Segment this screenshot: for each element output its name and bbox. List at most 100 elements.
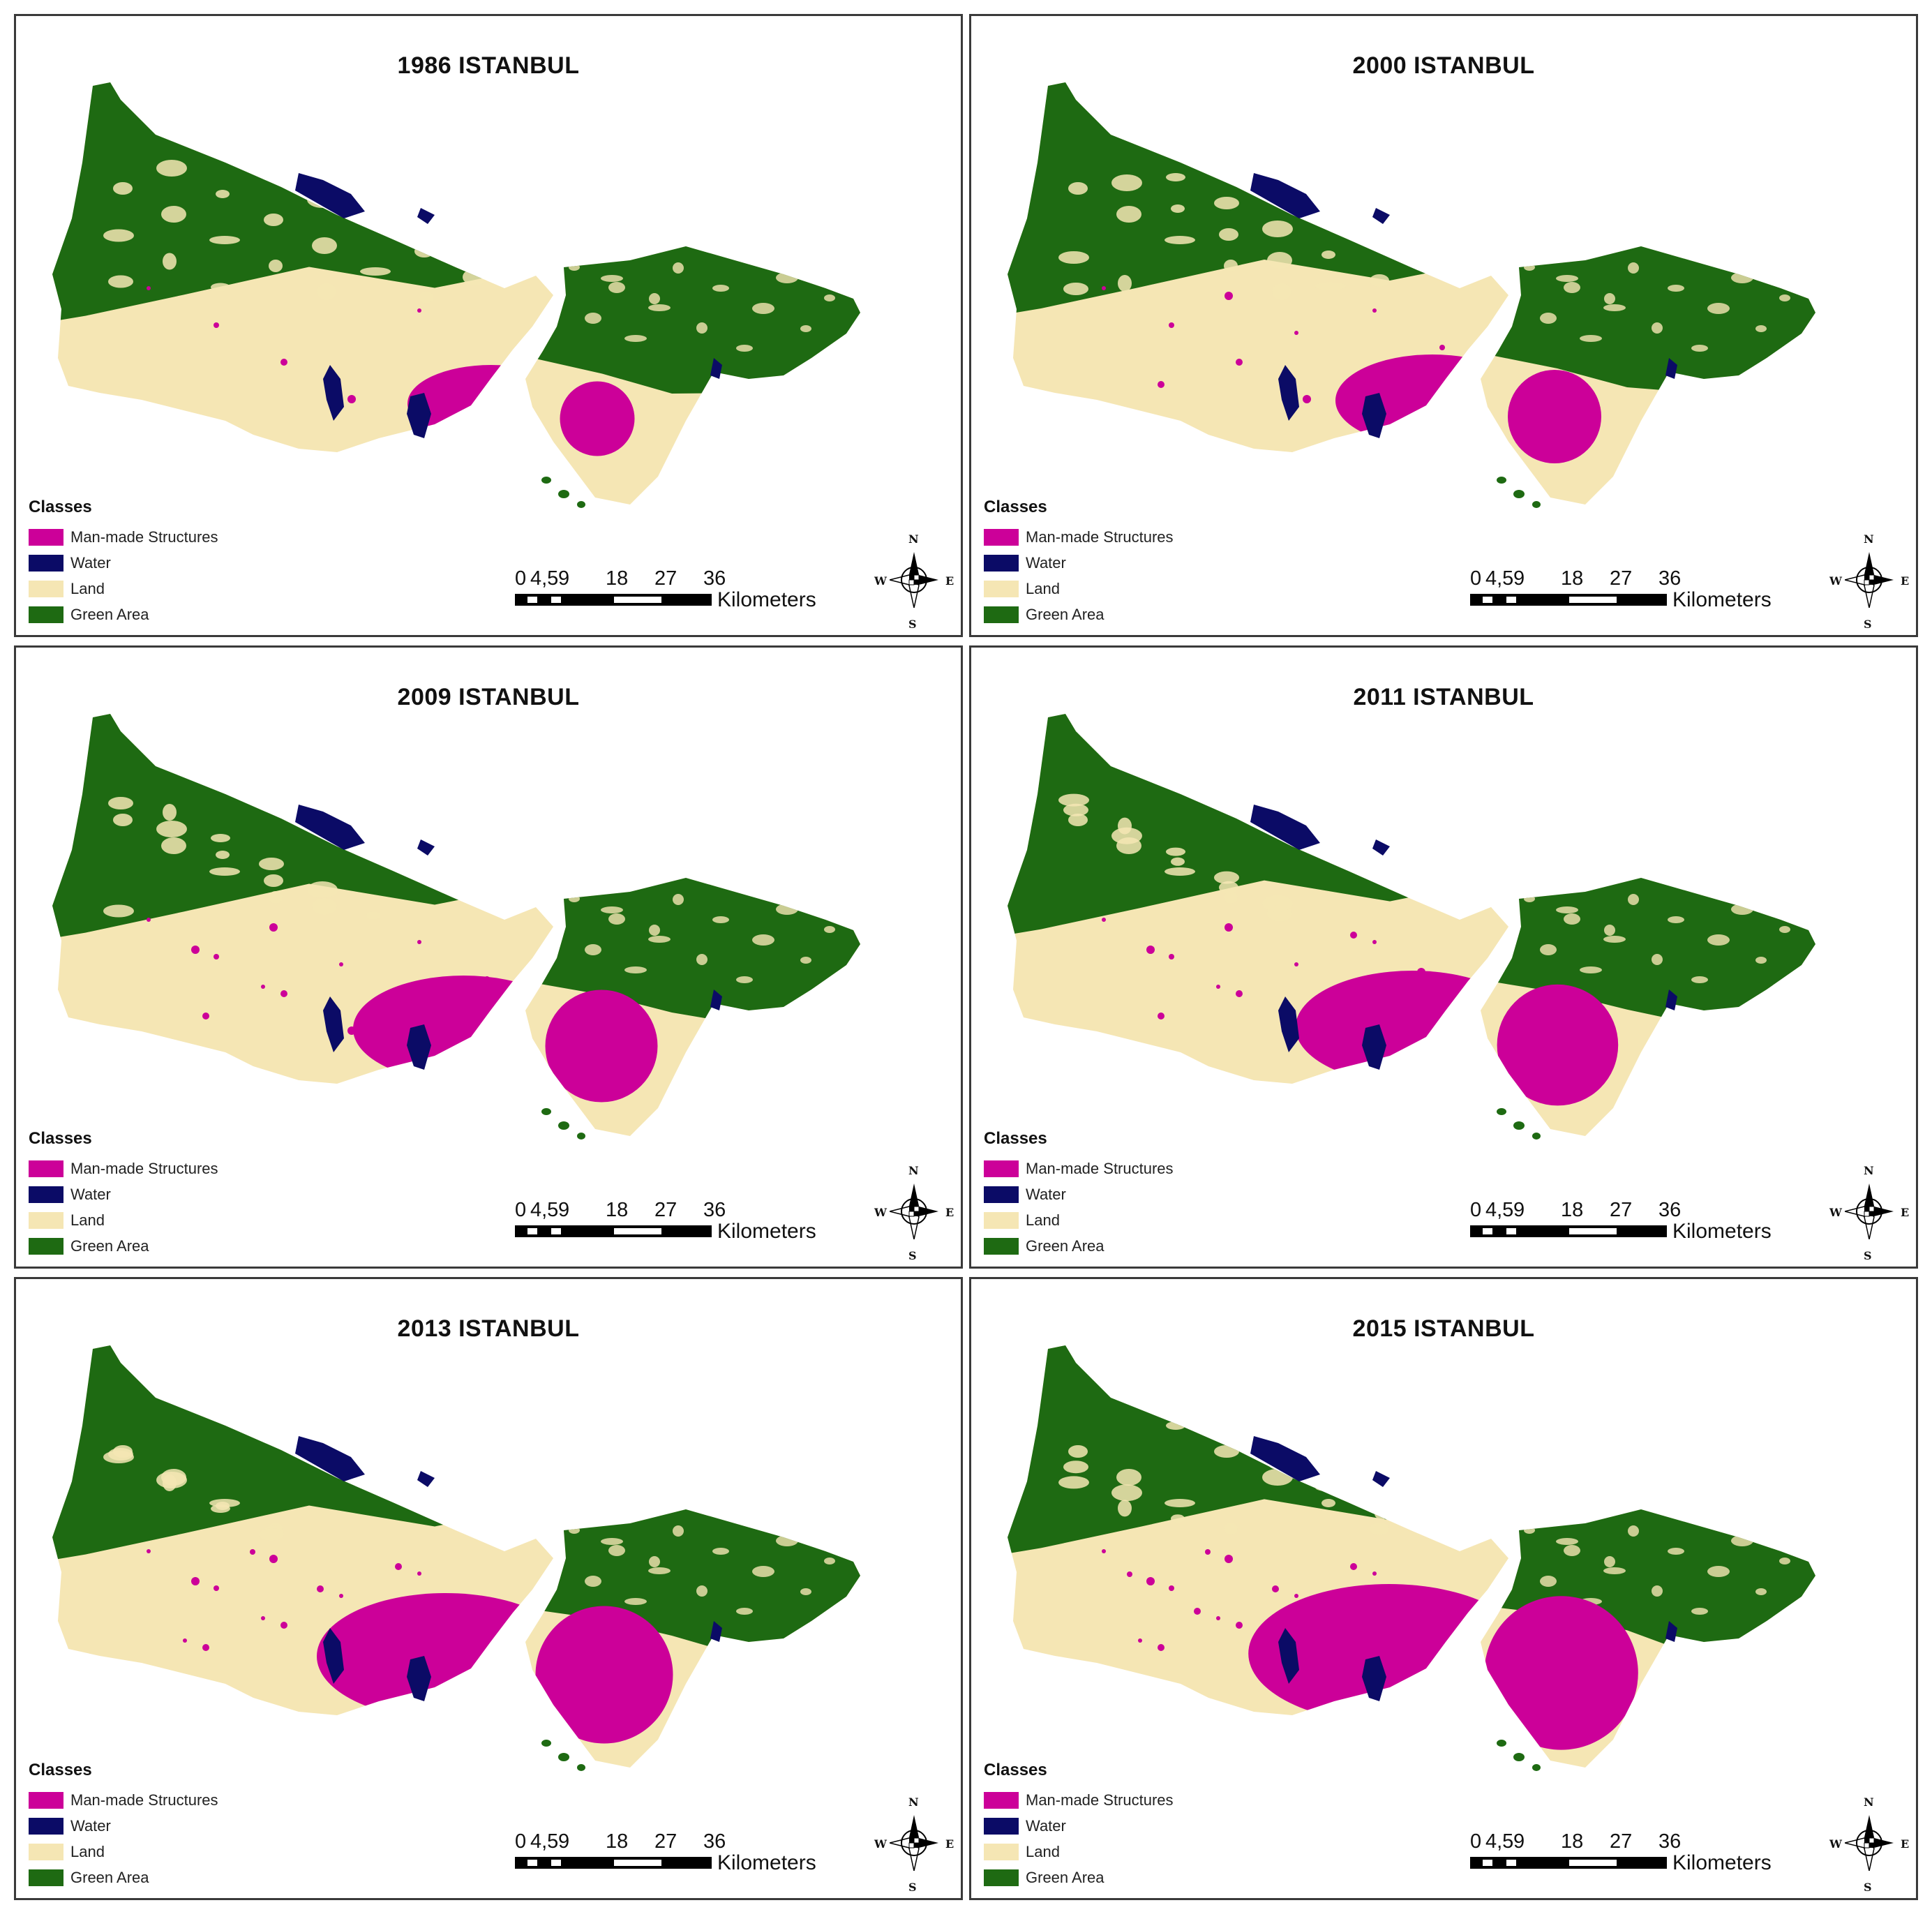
legend-swatch <box>29 606 63 623</box>
istanbul-land-cover-map <box>1008 1345 1815 1771</box>
anatolian-side <box>1481 1509 1815 1768</box>
scale-tick-label: 18 <box>1561 1830 1584 1853</box>
legend-item: Land <box>984 1207 1174 1233</box>
legend-label: Green Area <box>70 1237 149 1255</box>
islands <box>541 477 585 508</box>
scale-tick-label: 27 <box>654 567 677 590</box>
legend-item: Land <box>29 1839 218 1865</box>
scale-tick-label: 0 <box>515 567 527 590</box>
compass-north-label: N <box>908 1164 919 1177</box>
istanbul-land-cover-map <box>52 714 860 1140</box>
compass-south-label: S <box>908 618 917 631</box>
legend-label: Land <box>1026 1842 1060 1860</box>
compass-west-label: W <box>874 574 887 588</box>
compass: N S W E <box>1824 1164 1915 1265</box>
compass-north-label: N <box>1864 1795 1874 1809</box>
legend-label: Man-made Structures <box>1026 1159 1174 1177</box>
compass: N S W E <box>869 532 959 634</box>
scale-tick-label: 18 <box>606 567 629 590</box>
map-title: 2000 ISTANBUL <box>1352 52 1535 79</box>
islands <box>541 1740 585 1771</box>
legend: Classes Man-made Structures Water Land Green… <box>29 1129 218 1259</box>
north-arrow-icon <box>1845 1815 1894 1871</box>
scale-tick-label: 4,5 <box>1485 1830 1514 1853</box>
scale-bar: 0 4,5 9 18 27 36 Kilometers <box>515 567 850 616</box>
water-bodies <box>1250 1436 1677 1701</box>
scale-tick-label: 36 <box>1658 1199 1682 1221</box>
scale-bar: 0 4,5 9 18 27 36 Kilometers <box>1470 1830 1805 1879</box>
scale-tick-label: 4,5 <box>1485 567 1514 590</box>
compass-west-label: W <box>874 1206 887 1219</box>
scale-tick-label: 27 <box>1610 1830 1633 1853</box>
islands <box>1497 477 1541 508</box>
legend-label: Man-made Structures <box>70 1791 218 1809</box>
scale-tick-label: 0 <box>1470 1199 1482 1221</box>
map-title: 2009 ISTANBUL <box>397 684 580 710</box>
legend-swatch <box>29 580 63 597</box>
compass: N S W E <box>869 1795 959 1897</box>
scale-bar: 0 4,5 9 18 27 36 Kilometers <box>1470 1199 1805 1248</box>
legend-label: Land <box>1026 1211 1060 1229</box>
scale-tick-label: 0 <box>1470 1830 1482 1853</box>
legend-label: Water <box>1026 553 1066 572</box>
compass-east-label: E <box>1901 1837 1910 1851</box>
legend-label: Green Area <box>1026 1868 1104 1886</box>
compass-north-label: N <box>1864 532 1874 546</box>
scale-unit-label: Kilometers <box>717 1220 816 1243</box>
compass-east-label: E <box>945 1206 954 1219</box>
legend-item: Land <box>29 576 218 602</box>
istanbul-land-cover-map <box>52 82 860 508</box>
legend-swatch <box>984 1791 1019 1809</box>
european-side <box>1008 82 1508 452</box>
scale-bar: 0 4,5 9 18 27 36 Kilometers <box>1470 567 1805 616</box>
legend-item: Green Area <box>984 1865 1174 1890</box>
legend-label: Man-made Structures <box>1026 1791 1174 1809</box>
map-panel: 2015 ISTANBUL Classes Man-made Structures W… <box>969 1277 1918 1900</box>
compass-south-label: S <box>1864 618 1872 631</box>
legend-swatch <box>984 1817 1019 1835</box>
legend-title: Classes <box>984 1761 1047 1779</box>
north-arrow-icon <box>890 1815 938 1871</box>
legend-swatch <box>984 528 1019 546</box>
anatolian-side <box>1481 878 1815 1136</box>
water-bodies <box>1250 805 1677 1070</box>
compass-west-label: W <box>874 1837 887 1851</box>
scale-tick-label: 18 <box>1561 1199 1584 1221</box>
scale-unit-label: Kilometers <box>1672 1851 1772 1874</box>
scale-tick-label: 27 <box>654 1830 677 1853</box>
scale-tick-label: 4,5 <box>530 567 559 590</box>
map-title: 1986 ISTANBUL <box>397 52 580 79</box>
legend-swatch <box>984 606 1019 623</box>
scale-unit-label: Kilometers <box>717 588 816 611</box>
north-arrow-icon <box>1845 552 1894 608</box>
istanbul-land-cover-map <box>1008 82 1815 508</box>
scale-tick-label: 9 <box>1513 567 1525 590</box>
legend-swatch <box>29 1186 63 1203</box>
water-bodies <box>295 173 722 438</box>
legend-swatch <box>984 1869 1019 1886</box>
legend-item: Green Area <box>984 602 1174 627</box>
legend-label: Man-made Structures <box>1026 528 1174 546</box>
map-panel: 2000 ISTANBUL Classes Man-made Structures W… <box>969 14 1918 637</box>
scale-tick-label: 36 <box>703 1830 726 1853</box>
north-arrow-icon <box>1845 1183 1894 1239</box>
legend-label: Land <box>70 579 105 597</box>
compass: N S W E <box>1824 532 1915 634</box>
anatolian-side <box>525 878 860 1136</box>
compass: N S W E <box>869 1164 959 1265</box>
legend-title: Classes <box>29 1761 92 1779</box>
istanbul-land-cover-map <box>1008 714 1815 1140</box>
map-panel: 2011 ISTANBUL Classes Man-made Structures W… <box>969 645 1918 1269</box>
compass-east-label: E <box>1901 1206 1910 1219</box>
legend-swatch <box>984 580 1019 597</box>
scale-tick-label: 9 <box>1513 1830 1525 1853</box>
legend-label: Water <box>70 1816 111 1835</box>
scale-bar-strip <box>515 1225 712 1237</box>
compass-west-label: W <box>1829 1206 1842 1219</box>
anatolian-side <box>1481 246 1815 505</box>
legend-swatch <box>29 554 63 572</box>
legend-label: Water <box>1026 1816 1066 1835</box>
north-arrow-icon <box>890 552 938 608</box>
scale-tick-label: 27 <box>1610 567 1633 590</box>
legend-swatch <box>29 1817 63 1835</box>
